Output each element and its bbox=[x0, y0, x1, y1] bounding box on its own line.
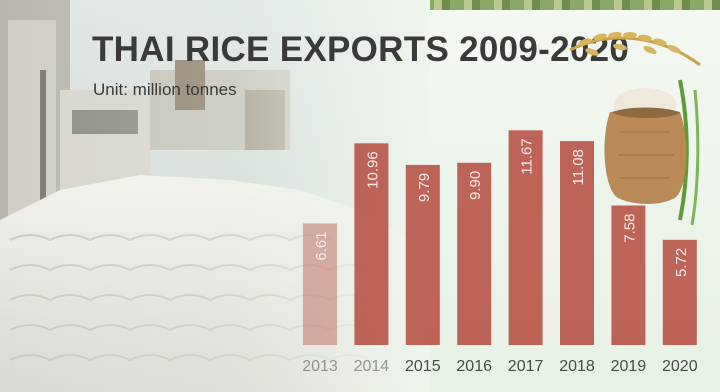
bar-group-2015: 9.79 2015 bbox=[405, 164, 441, 375]
value-label-2017: 11.67 bbox=[519, 138, 536, 174]
value-label-2014: 10.96 bbox=[364, 151, 381, 189]
value-label-2016: 9.90 bbox=[467, 171, 484, 200]
x-tick-label-2013: 2013 bbox=[302, 358, 338, 375]
x-tick-label-2014: 2014 bbox=[354, 358, 390, 375]
bar-group-2020: 5.72 2020 bbox=[662, 239, 698, 375]
bar-group-2018: 11.08 2018 bbox=[559, 141, 595, 375]
value-label-2015: 9.79 bbox=[416, 173, 433, 202]
x-tick-label-2019: 2019 bbox=[611, 358, 647, 375]
rice-sacks-photo bbox=[0, 0, 430, 392]
bar-2013 bbox=[303, 223, 337, 345]
bar-2018 bbox=[560, 141, 594, 345]
bar-group-2019: 7.58 2019 bbox=[611, 205, 647, 375]
x-tick-label-2017: 2017 bbox=[508, 358, 544, 375]
value-label-2020: 5.72 bbox=[673, 248, 690, 277]
bar-2014 bbox=[354, 143, 389, 345]
bar-group-2013: 6.61 2013 bbox=[302, 223, 338, 375]
x-tick-label-2016: 2016 bbox=[456, 358, 492, 375]
rice-stalk-icon bbox=[569, 31, 701, 226]
x-tick-label-2020: 2020 bbox=[662, 358, 698, 375]
bar-2016 bbox=[457, 162, 492, 345]
chart-title: THAI RICE EXPORTS 2009-2020 bbox=[92, 30, 630, 69]
value-label-2013: 6.61 bbox=[313, 231, 330, 260]
value-label-2019: 7.58 bbox=[621, 214, 638, 243]
bar-2015 bbox=[405, 164, 440, 345]
bar-group-2014: 10.96 2014 bbox=[354, 143, 390, 375]
value-label-2018: 11.08 bbox=[570, 149, 587, 185]
x-tick-label-2018: 2018 bbox=[559, 358, 595, 375]
x-tick-label-2015: 2015 bbox=[405, 358, 441, 375]
bar-2017 bbox=[508, 130, 543, 345]
bar-2020 bbox=[662, 239, 697, 345]
chart-subtitle: Unit: million tonnes bbox=[93, 80, 237, 99]
bar-group-2016: 9.90 2016 bbox=[456, 162, 492, 375]
rice-sack-icon bbox=[604, 88, 687, 204]
bar-group-2017: 11.67 2017 bbox=[508, 130, 544, 375]
rice-decoration bbox=[569, 31, 701, 226]
bar-2019 bbox=[611, 205, 646, 345]
